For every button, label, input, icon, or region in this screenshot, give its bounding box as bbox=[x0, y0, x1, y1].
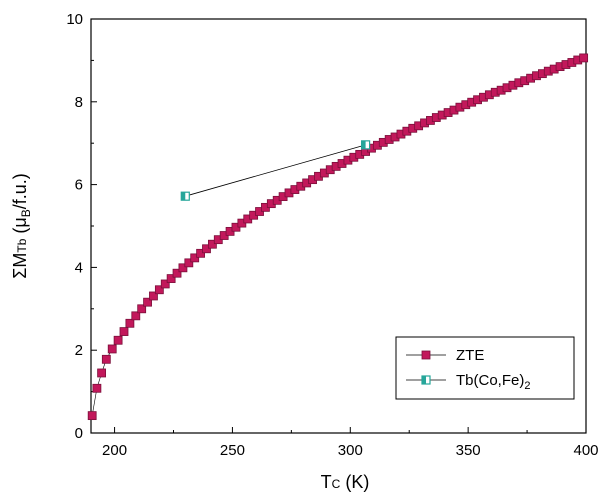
data-point bbox=[97, 368, 107, 378]
x-tick-label: 200 bbox=[102, 442, 127, 459]
data-point bbox=[172, 268, 182, 278]
legend-label: ZTE bbox=[456, 347, 484, 364]
legend-marker bbox=[421, 350, 431, 360]
y-tick-label: 4 bbox=[75, 259, 83, 276]
marker-half-fill bbox=[422, 376, 426, 384]
data-point bbox=[125, 318, 135, 328]
marker-half-fill bbox=[361, 140, 366, 149]
data-point bbox=[137, 304, 147, 314]
y-tick-label: 0 bbox=[75, 425, 83, 442]
data-point bbox=[178, 263, 188, 273]
legend-marker bbox=[421, 375, 431, 385]
y-axis-label: ΣMTb (μB/f.u.) bbox=[10, 173, 33, 279]
series-line bbox=[185, 144, 366, 197]
y-tick-label: 10 bbox=[66, 11, 83, 28]
data-point bbox=[149, 291, 158, 301]
x-axis-ticks: 200 250 300 350 400 bbox=[102, 427, 599, 459]
series-1 bbox=[180, 140, 371, 201]
data-point bbox=[202, 244, 211, 254]
data-point bbox=[207, 239, 217, 249]
data-point bbox=[166, 274, 176, 283]
data-point bbox=[579, 53, 589, 63]
data-point bbox=[160, 279, 170, 289]
data-point bbox=[101, 354, 111, 364]
data-point bbox=[361, 140, 371, 150]
data-point bbox=[92, 383, 102, 393]
y-tick-label: 2 bbox=[75, 342, 83, 359]
data-point bbox=[196, 248, 206, 258]
legend-entry: Tb(Co,Fe)2 bbox=[406, 372, 530, 392]
marker-half-fill bbox=[181, 192, 186, 201]
data-point bbox=[107, 344, 117, 354]
data-point bbox=[154, 285, 164, 295]
data-point bbox=[143, 297, 152, 307]
legend-box bbox=[395, 336, 575, 400]
series-layer bbox=[87, 53, 589, 421]
series-0 bbox=[87, 53, 589, 421]
data-point bbox=[87, 411, 97, 421]
y-tick-label: 6 bbox=[75, 177, 83, 194]
data-point bbox=[131, 311, 141, 321]
data-point bbox=[180, 191, 190, 201]
x-axis-label: TC (K) bbox=[321, 472, 370, 492]
x-tick-label: 350 bbox=[456, 442, 481, 459]
x-tick-label: 250 bbox=[220, 442, 245, 459]
y-tick-label: 8 bbox=[75, 94, 83, 111]
data-point bbox=[184, 258, 194, 268]
data-point bbox=[119, 327, 129, 336]
data-point bbox=[190, 253, 200, 263]
legend-entry: ZTE bbox=[406, 347, 484, 364]
x-tick-label: 300 bbox=[338, 442, 363, 459]
x-tick-label: 400 bbox=[573, 442, 598, 459]
legend-label: Tb(Co,Fe)2 bbox=[456, 372, 530, 392]
y-axis-ticks: 0 2 4 6 8 10 bbox=[66, 11, 97, 442]
data-point bbox=[113, 335, 123, 345]
legend: ZTE Tb(Co,Fe)2 bbox=[395, 336, 575, 400]
